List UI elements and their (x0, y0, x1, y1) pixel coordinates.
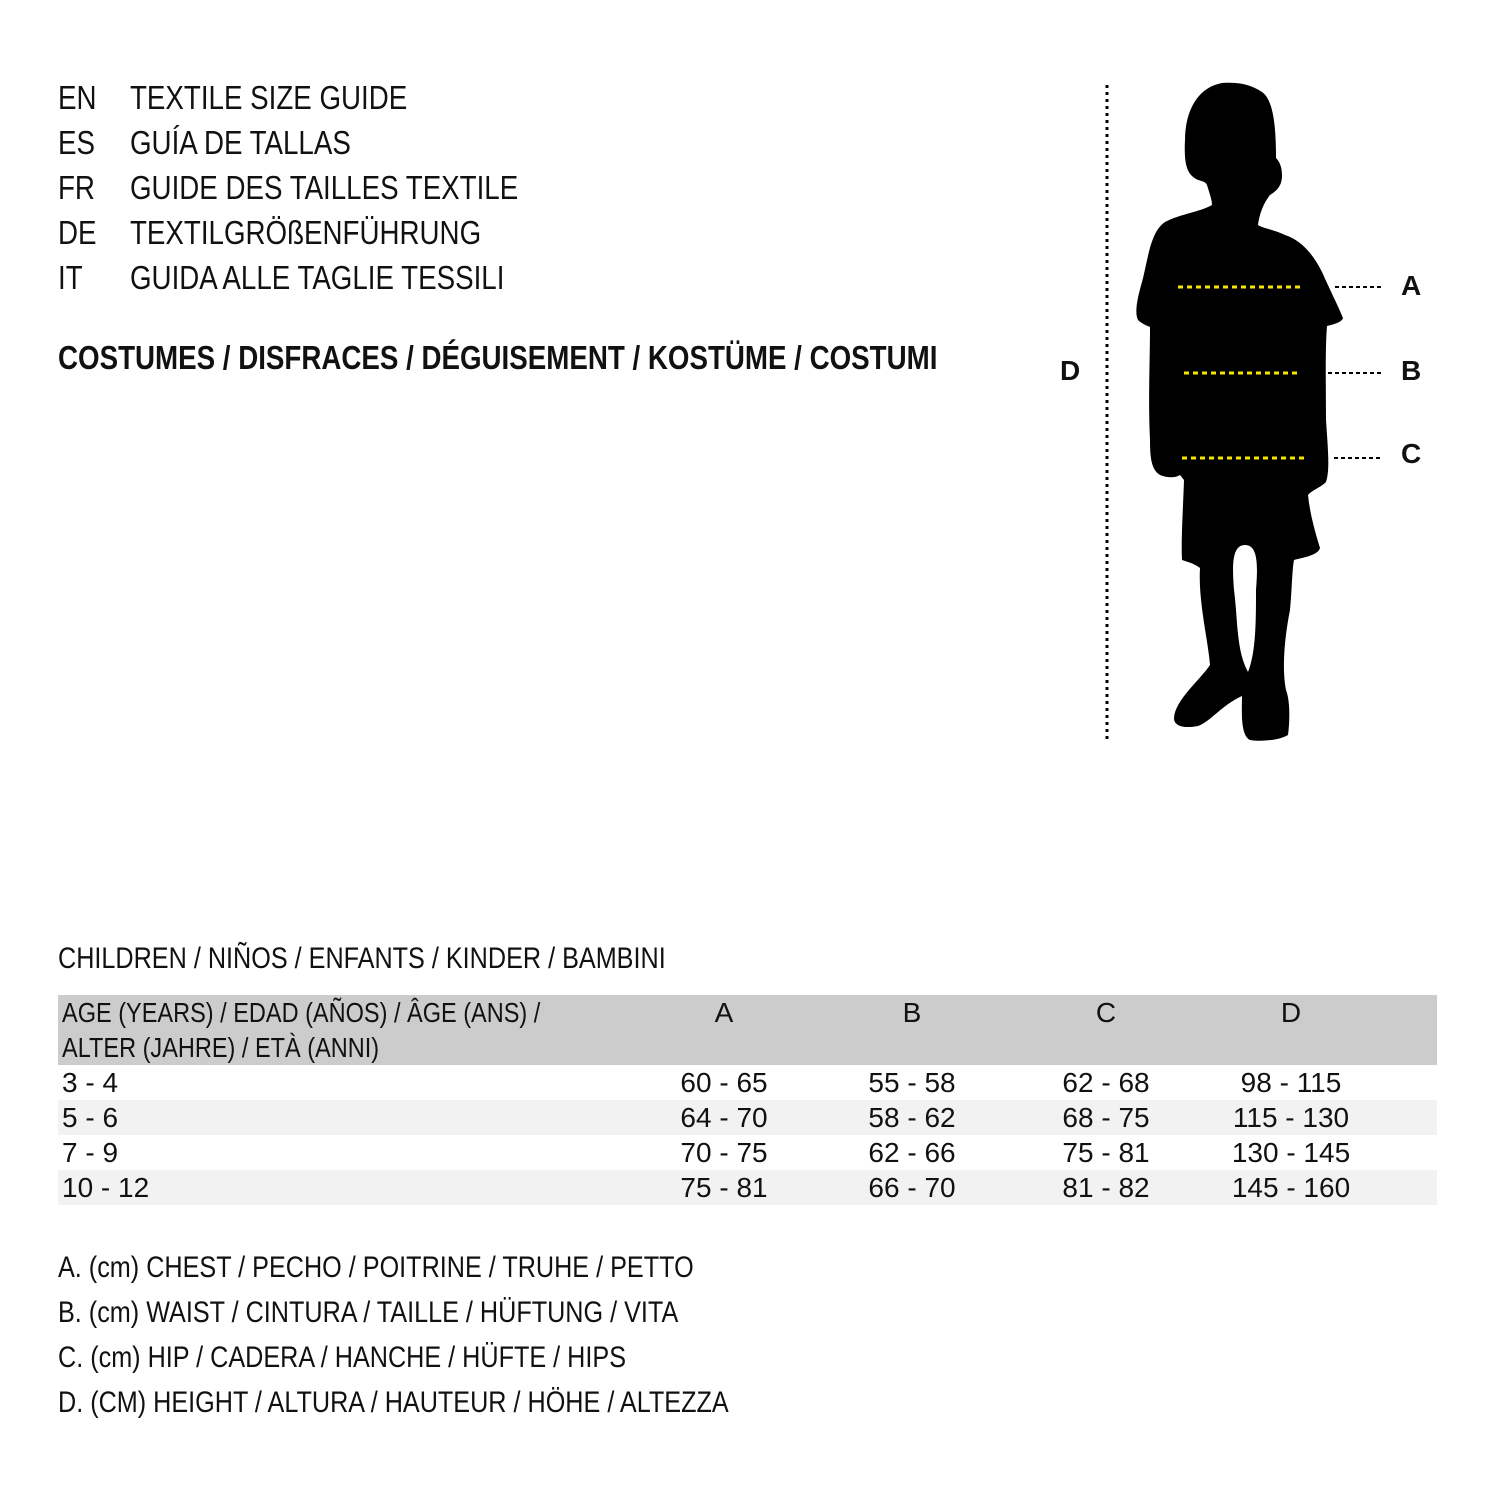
guide-title-text: GUÍA DE TALLAS (130, 124, 351, 161)
cell-c: 62 - 68 (1062, 1067, 1150, 1098)
table-row: 10 - 12 75 - 81 66 - 70 81 - 82 145 - 16… (58, 1170, 1437, 1205)
cell-age: 5 - 6 (62, 1102, 119, 1133)
cell-b: 55 - 58 (868, 1067, 956, 1098)
cell-d: 115 - 130 (1232, 1102, 1350, 1133)
cell-age: 3 - 4 (62, 1067, 119, 1098)
child-silhouette-icon (1136, 82, 1343, 741)
language-code: DE (58, 214, 97, 251)
measurement-figure (1105, 82, 1382, 741)
label-a: A (1401, 270, 1422, 301)
table-row: 7 - 9 70 - 75 62 - 66 75 - 81 130 - 145 (58, 1135, 1437, 1170)
cell-b: 62 - 66 (868, 1137, 956, 1168)
label-b: B (1401, 355, 1422, 386)
language-code: FR (58, 169, 95, 206)
language-code: EN (58, 79, 97, 116)
guide-title-text: GUIDA ALLE TAGLIE TESSILI (130, 259, 505, 296)
table-row: 3 - 4 60 - 65 55 - 58 62 - 68 98 - 115 (58, 1065, 1437, 1100)
header-c: C (1095, 997, 1117, 1028)
cell-b: 58 - 62 (868, 1102, 956, 1133)
legend-chest: A. (cm) CHEST / PECHO / POITRINE / TRUHE… (58, 1251, 694, 1284)
cell-a: 64 - 70 (680, 1102, 768, 1133)
label-d: D (1060, 355, 1081, 386)
cell-c: 81 - 82 (1062, 1172, 1150, 1203)
guide-title-text: TEXTILGRÖßENFÜHRUNG (130, 214, 482, 251)
header-a: A (714, 997, 734, 1028)
cell-a: 70 - 75 (680, 1137, 768, 1168)
legend-height: D. (CM) HEIGHT / ALTURA / HAUTEUR / HÖHE… (58, 1386, 729, 1419)
label-c: C (1401, 438, 1422, 469)
cell-c: 68 - 75 (1062, 1102, 1150, 1133)
cell-b: 66 - 70 (868, 1172, 956, 1203)
guide-title-text: GUIDE DES TAILLES TEXTILE (130, 169, 519, 206)
legend-waist: B. (cm) WAIST / CINTURA / TAILLE / HÜFTU… (58, 1296, 679, 1329)
legend-hip: C. (cm) HIP / CADERA / HANCHE / HÜFTE / … (58, 1341, 626, 1374)
language-code: IT (58, 259, 83, 296)
table-header: AGE (YEARS) / EDAD (AÑOS) / ÂGE (ANS) / … (58, 995, 1437, 1065)
costumes-heading: COSTUMES / DISFRACES / DÉGUISEMENT / KOS… (58, 339, 938, 376)
cell-c: 75 - 81 (1062, 1137, 1150, 1168)
size-table: AGE (YEARS) / EDAD (AÑOS) / ÂGE (ANS) / … (58, 995, 1437, 1205)
cell-d: 130 - 145 (1231, 1137, 1351, 1168)
cell-age: 10 - 12 (62, 1172, 150, 1203)
header-age-line1: AGE (YEARS) / EDAD (AÑOS) / ÂGE (ANS) / (62, 997, 541, 1028)
table-title: CHILDREN / NIÑOS / ENFANTS / KINDER / BA… (58, 942, 666, 975)
header-age-line2: ALTER (JAHRE) / ETÀ (ANNI) (62, 1032, 380, 1063)
cell-age: 7 - 9 (62, 1137, 119, 1168)
guide-title-text: TEXTILE SIZE GUIDE (130, 79, 408, 116)
language-code: ES (58, 124, 95, 161)
header-b: B (902, 997, 922, 1028)
cell-d: 98 - 115 (1240, 1067, 1342, 1098)
cell-a: 60 - 65 (680, 1067, 768, 1098)
table-row: 5 - 6 64 - 70 58 - 62 68 - 75 115 - 130 (58, 1100, 1437, 1135)
cell-a: 75 - 81 (680, 1172, 768, 1203)
header-d: D (1280, 997, 1302, 1028)
cell-d: 145 - 160 (1231, 1172, 1351, 1203)
